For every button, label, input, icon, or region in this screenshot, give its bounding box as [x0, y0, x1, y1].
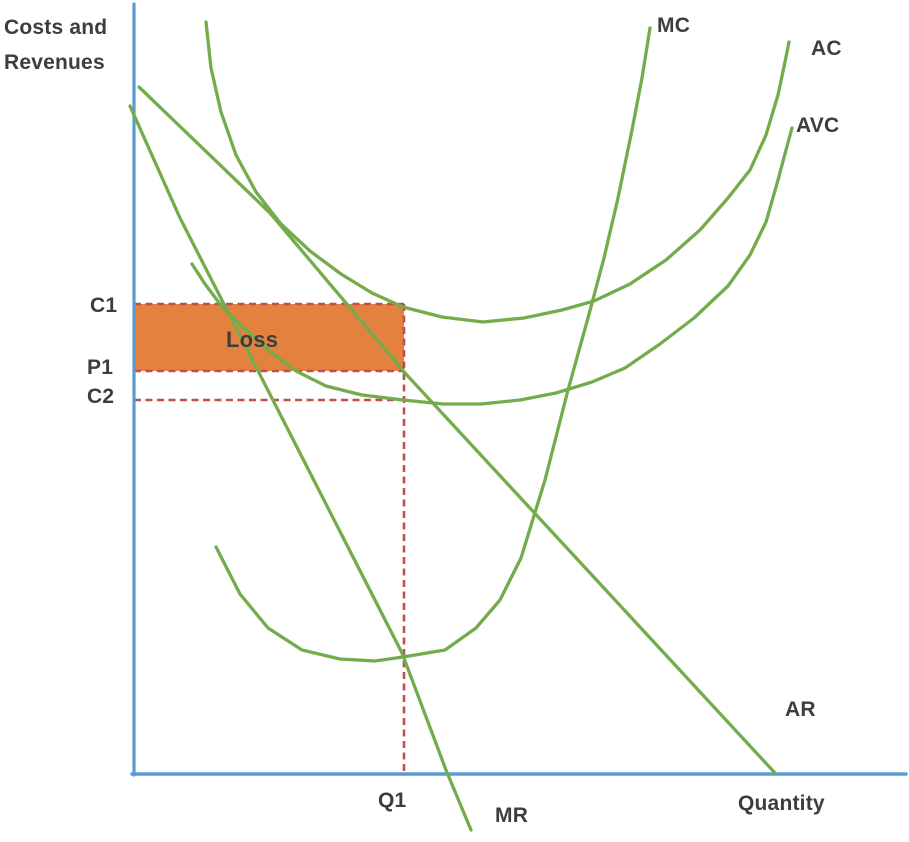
level-label-p1: P1	[87, 356, 114, 379]
loss-region	[134, 304, 404, 371]
loss-annotation: Loss	[226, 327, 279, 352]
curve-mc	[214, 26, 652, 663]
curve-mr	[128, 104, 473, 832]
curve-label-mc: MC	[657, 14, 691, 37]
curve-ar	[137, 85, 777, 775]
level-label-q1: Q1	[378, 789, 407, 812]
curve-label-mr: MR	[495, 804, 529, 827]
curve-label-ac: AC	[811, 37, 842, 60]
level-label-c2: C2	[87, 385, 115, 408]
y-axis-title: Costs and Revenues	[4, 16, 108, 74]
curve-label-avc: AVC	[796, 114, 840, 137]
curve-avc	[190, 126, 794, 406]
curve-ac	[204, 20, 791, 324]
x-axis-title: Quantity	[738, 792, 825, 815]
level-label-c1: C1	[90, 294, 118, 317]
curve-label-ar: AR	[785, 698, 816, 721]
